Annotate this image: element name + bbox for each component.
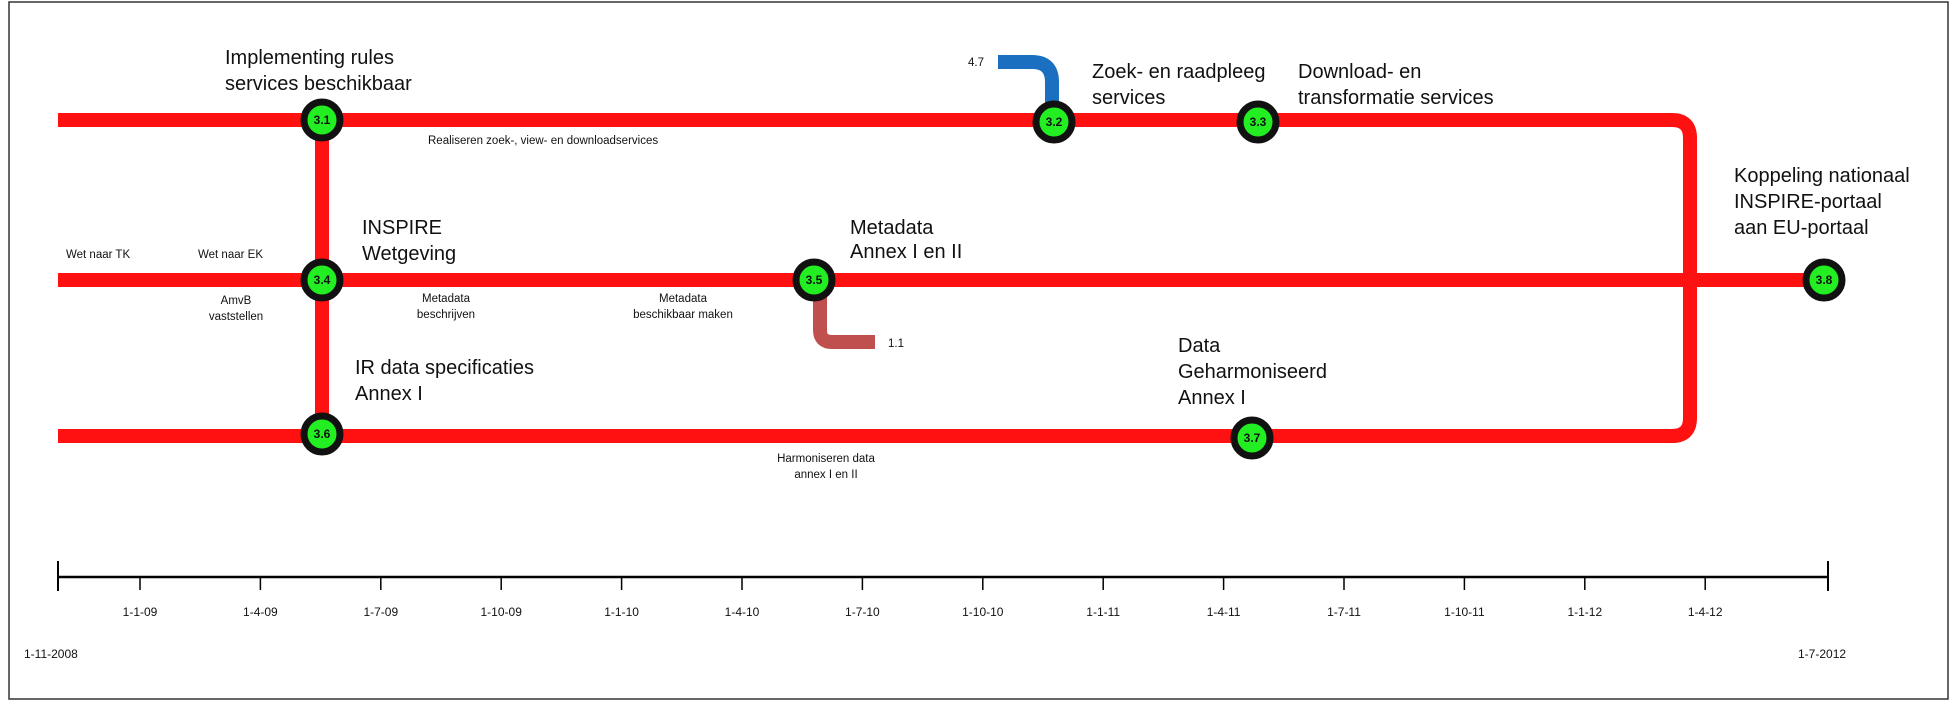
- label-ir-data-1: IR data specificaties: [355, 357, 534, 379]
- node-3-8-label: 3.8: [1816, 273, 1833, 287]
- diagram-frame: [8, 1, 1949, 700]
- timeline-tick-label: 1-7-09: [363, 605, 398, 619]
- node-3-5[interactable]: 3.5: [792, 258, 836, 302]
- label-implementing-1: Implementing rules: [225, 47, 394, 69]
- label-inspire-1: INSPIRE: [362, 217, 442, 239]
- timeline-tick-label: 1-7-10: [845, 605, 880, 619]
- blue-branch-line: [998, 55, 1059, 122]
- label-data-harm-1: Data: [1178, 335, 1221, 357]
- timeline-tick-label: 1-10-11: [1444, 605, 1485, 619]
- node-3-5-label: 3.5: [806, 273, 823, 287]
- label-data-harm-2: Geharmoniseerd: [1178, 361, 1327, 383]
- brown-branch-line: [813, 280, 875, 349]
- node-3-2[interactable]: 3.2: [1032, 100, 1076, 144]
- node-3-3[interactable]: 3.3: [1236, 100, 1280, 144]
- timeline-tick-label: 1-10-10: [962, 605, 1004, 619]
- label-ref-4-7: 4.7: [968, 57, 984, 69]
- timeline-tick-label: 1-1-09: [123, 605, 158, 619]
- node-3-3-label: 3.3: [1250, 115, 1267, 129]
- timeline-start-label: 1-11-2008: [24, 647, 78, 661]
- label-download-2: transformatie services: [1298, 87, 1494, 109]
- timeline-tick-label: 1-1-11: [1086, 605, 1120, 619]
- timeline-tick-label: 1-4-11: [1207, 605, 1241, 619]
- node-3-1[interactable]: 3.1: [300, 98, 344, 142]
- label-metadata-besch-2: beschikbaar maken: [633, 309, 733, 321]
- label-amvb-1: AmvB: [221, 295, 252, 307]
- label-ref-1-1: 1.1: [888, 338, 904, 350]
- label-koppeling-3: aan EU-portaal: [1734, 217, 1869, 239]
- timeline-tick-label: 1-4-10: [725, 605, 760, 619]
- label-download-1: Download- en: [1298, 61, 1421, 83]
- node-3-6-label: 3.6: [314, 427, 331, 441]
- timeline-tick-label: 1-4-09: [243, 605, 278, 619]
- label-amvb-2: vaststellen: [209, 311, 263, 323]
- label-metadata-beschr-1: Metadata: [422, 293, 471, 305]
- label-koppeling-2: INSPIRE-portaal: [1734, 191, 1882, 213]
- timeline-tick-label: 1-7-11: [1327, 605, 1361, 619]
- label-zoek-1: Zoek- en raadpleeg: [1092, 61, 1265, 83]
- node-3-4[interactable]: 3.4: [300, 258, 344, 302]
- label-metadata-annex-1: Metadata: [850, 217, 934, 239]
- node-3-4-label: 3.4: [314, 273, 331, 287]
- node-3-8[interactable]: 3.8: [1802, 258, 1846, 302]
- node-3-7-label: 3.7: [1244, 431, 1261, 445]
- label-implementing-2: services beschikbaar: [225, 73, 412, 95]
- timeline-tick-label: 1-1-12: [1567, 605, 1602, 619]
- label-zoek-2: services: [1092, 87, 1165, 109]
- label-harm-2: annex I en II: [794, 469, 857, 481]
- node-3-2-label: 3.2: [1046, 115, 1063, 129]
- timeline-tick-label: 1-1-10: [604, 605, 639, 619]
- label-metadata-beschr-2: beschrijven: [417, 309, 475, 321]
- timeline-tick-label: 1-10-09: [481, 605, 523, 619]
- label-inspire-2: Wetgeving: [362, 243, 456, 265]
- node-3-6[interactable]: 3.6: [300, 412, 344, 456]
- label-data-harm-3: Annex I: [1178, 387, 1246, 409]
- label-realiseren: Realiseren zoek-, view- en downloadservi…: [428, 135, 658, 147]
- timeline-tick-label: 1-4-12: [1688, 605, 1723, 619]
- label-metadata-besch-1: Metadata: [659, 293, 708, 305]
- timeline-axis: [57, 561, 1829, 591]
- node-3-1-label: 3.1: [314, 113, 331, 127]
- node-3-7[interactable]: 3.7: [1230, 416, 1274, 460]
- label-ir-data-2: Annex I: [355, 383, 423, 405]
- label-wet-tk: Wet naar TK: [66, 249, 130, 261]
- timeline-end-label: 1-7-2012: [1798, 647, 1846, 661]
- label-wet-ek: Wet naar EK: [198, 249, 263, 261]
- label-koppeling-1: Koppeling nationaal: [1734, 165, 1910, 187]
- label-harm-1: Harmoniseren data: [777, 453, 875, 465]
- timeline-ticks: 1-1-09 1-4-09 1-7-09 1-10-09 1-1-10 1-4-10 1-7…: [123, 577, 1723, 619]
- label-metadata-annex-2: Annex I en II: [850, 241, 962, 263]
